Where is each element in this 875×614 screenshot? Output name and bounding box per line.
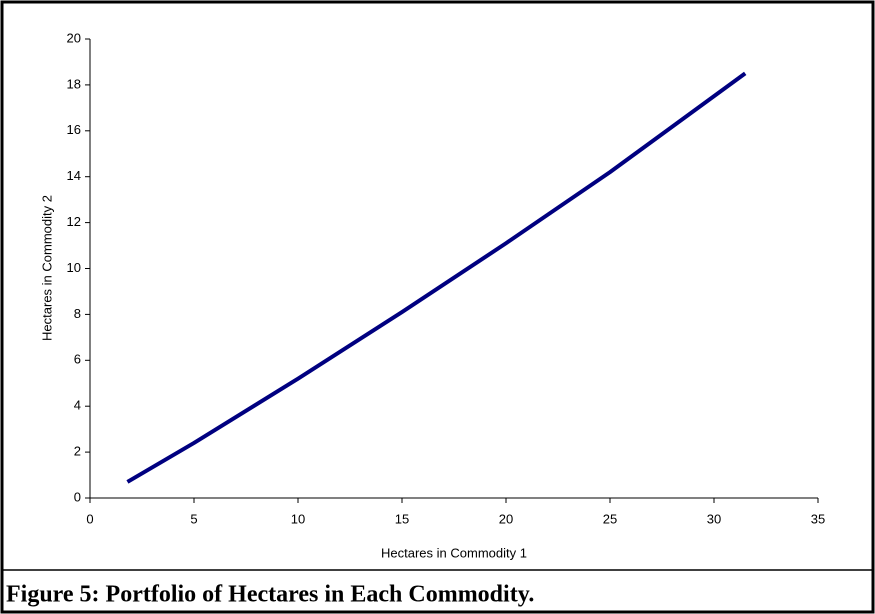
y-tick-label: 2 (74, 444, 81, 459)
x-tick-label: 10 (291, 511, 305, 526)
y-axis-label: Hectares in Commodity 2 (39, 195, 54, 341)
x-axis-label: Hectares in Commodity 1 (381, 545, 527, 560)
x-tick-label: 5 (190, 511, 197, 526)
x-tick-label: 15 (395, 511, 409, 526)
caption: Figure 5: Portfolio of Hectares in Each … (6, 582, 534, 608)
y-tick-label: 20 (67, 30, 81, 45)
y-tick-label: 12 (67, 214, 81, 229)
x-tick-label: 25 (603, 511, 617, 526)
y-tick-label: 6 (74, 352, 81, 367)
y-tick-label: 0 (74, 489, 81, 504)
y-tick-label: 16 (67, 122, 81, 137)
y-tick-label: 4 (74, 398, 81, 413)
y-tick-label: 8 (74, 306, 81, 321)
y-tick-label: 14 (67, 168, 81, 183)
y-tick-label: 18 (67, 76, 81, 91)
x-tick-label: 35 (811, 511, 825, 526)
x-tick-label: 20 (499, 511, 513, 526)
data-line (126, 71, 747, 484)
x-tick-label: 30 (707, 511, 721, 526)
y-tick-label: 10 (67, 260, 81, 275)
x-tick-label: 0 (86, 511, 93, 526)
